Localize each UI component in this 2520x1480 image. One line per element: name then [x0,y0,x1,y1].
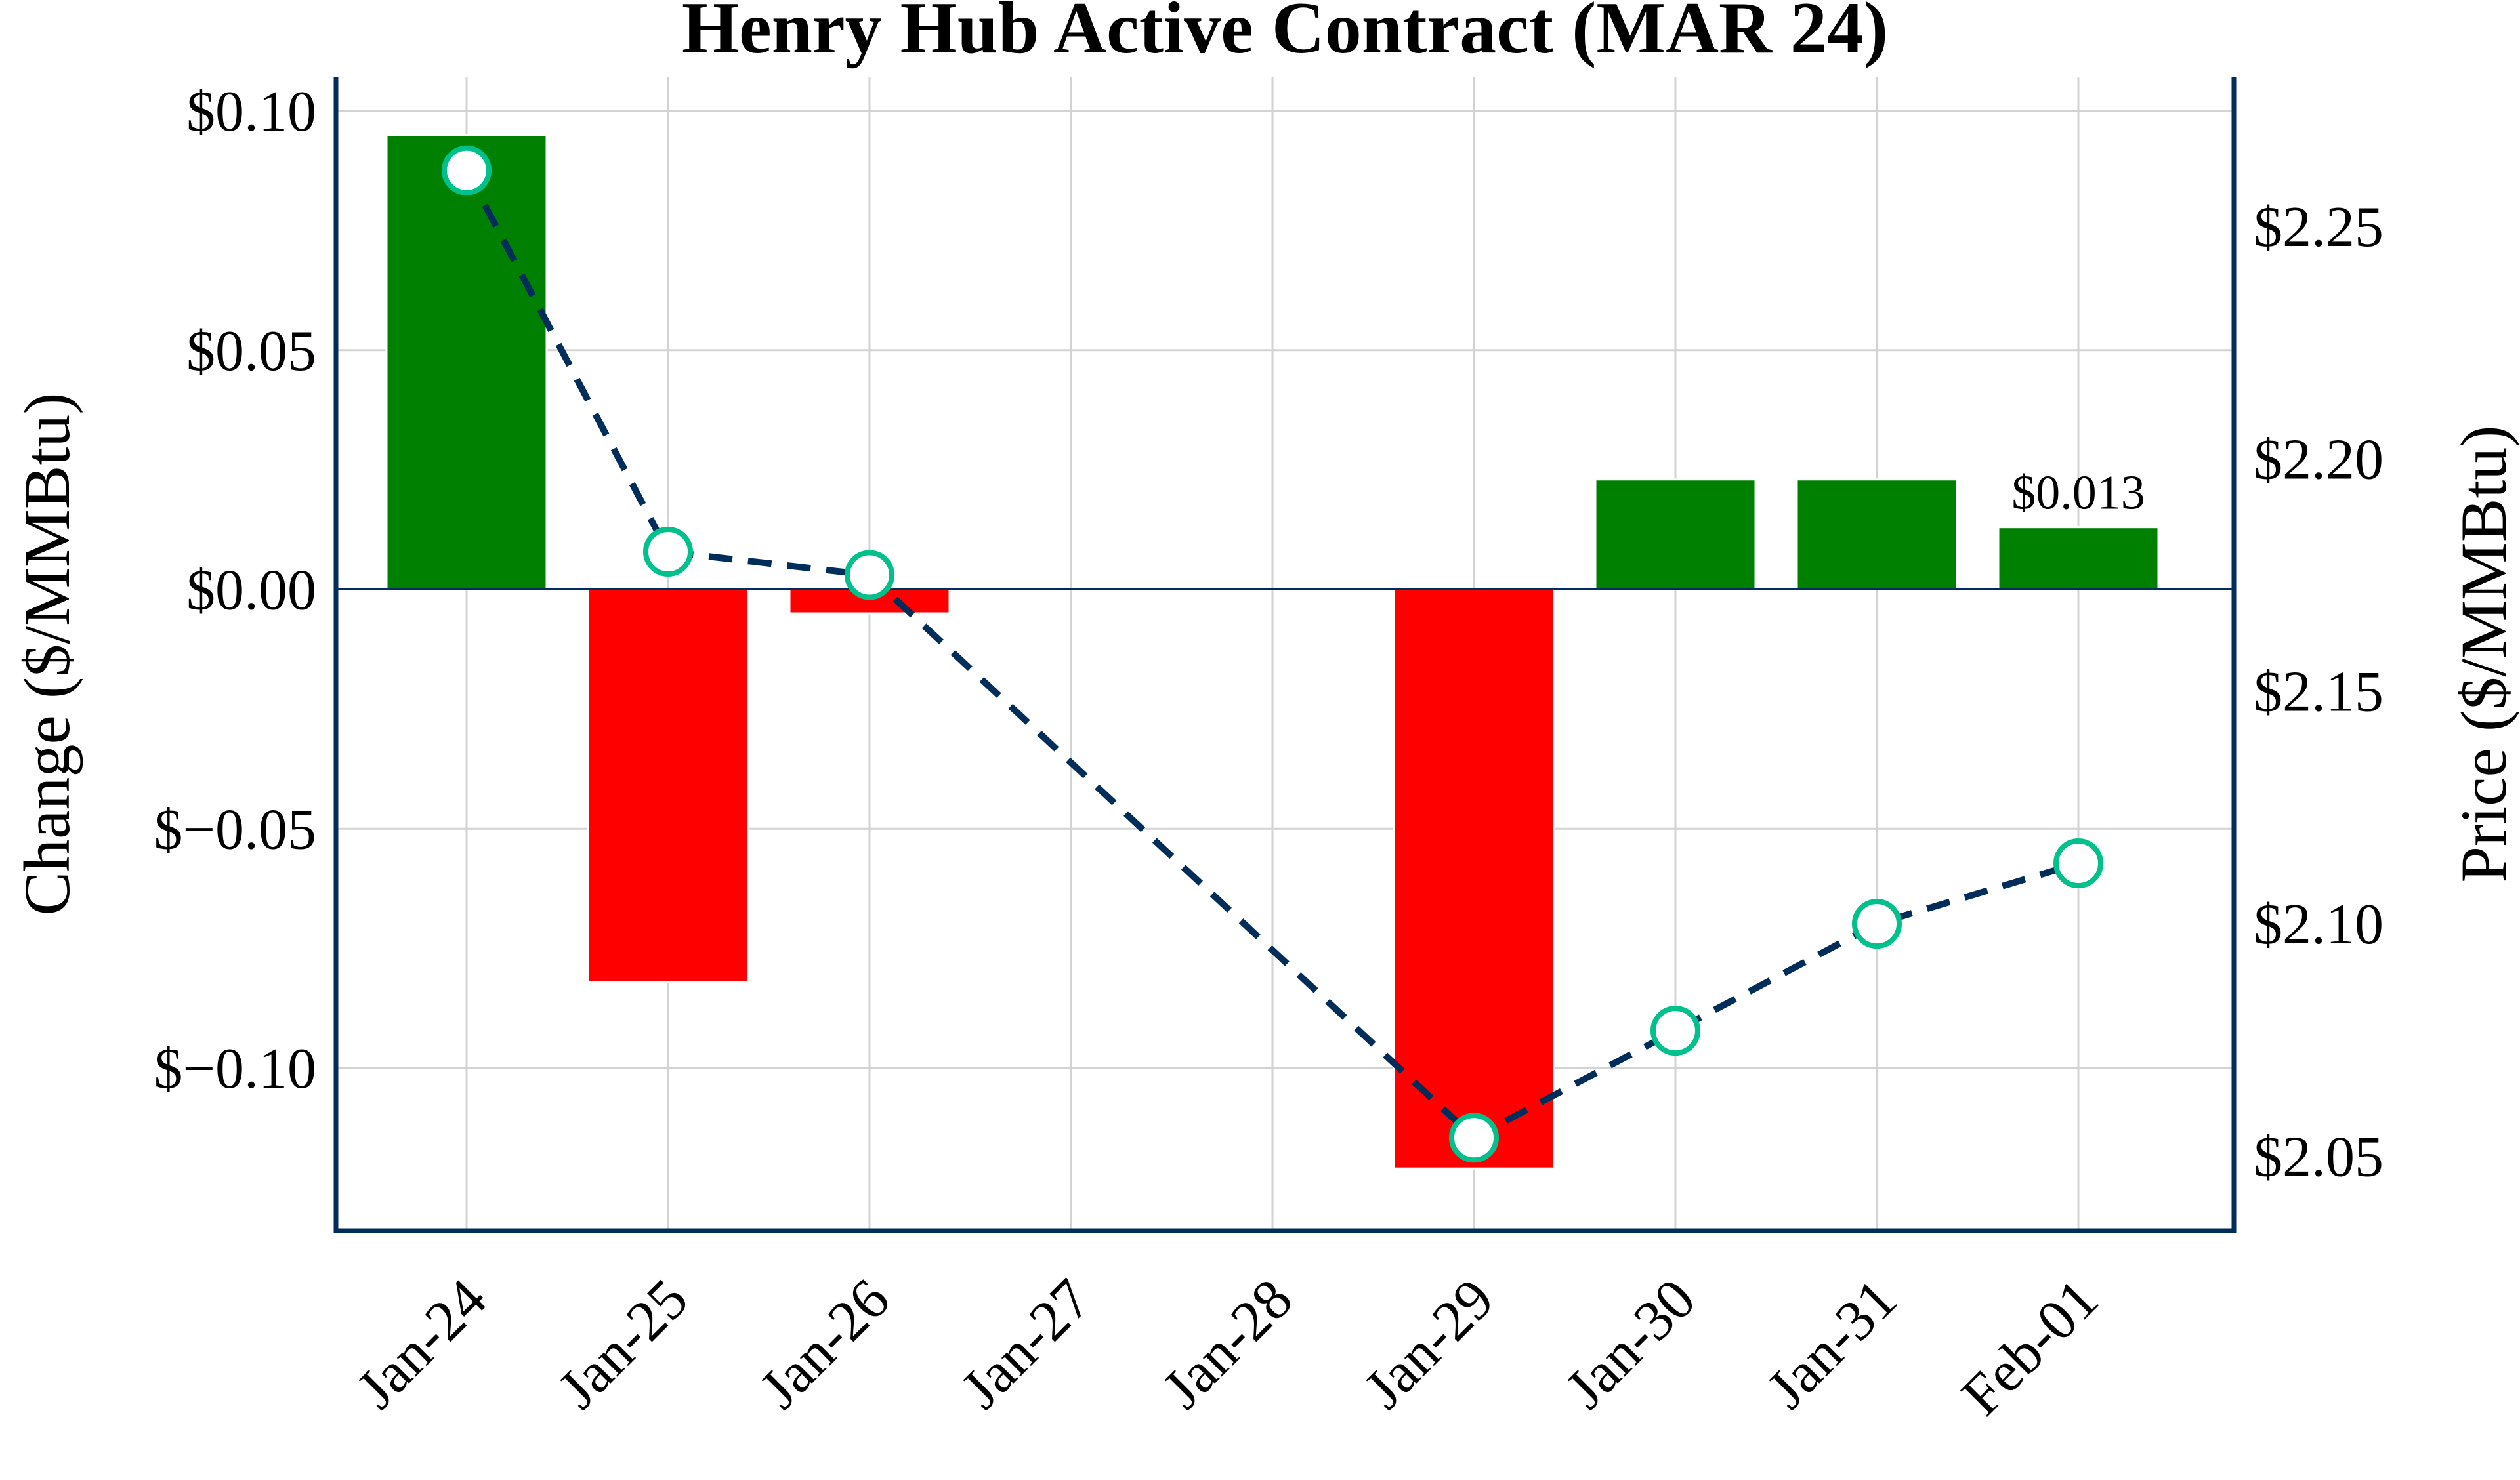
data-label-feb-01: $0.013 [2011,466,2145,520]
left-tick-label: $0.10 [186,80,316,144]
chart-title: Henry Hub Active Contract (MAR 24) [682,0,1888,69]
price-marker-jan-26 [845,550,894,600]
right-tick-label: $2.25 [2254,195,2384,259]
x-tick-label: Jan-29 [1353,1267,1506,1421]
price-marker-feb-01 [2053,838,2103,888]
right-axis-label: Price ($/MMBtu) [2447,425,2520,882]
bar-feb-01 [1997,526,2160,591]
x-tick-label: Jan-24 [345,1267,499,1421]
x-tick-label: Jan-27 [950,1267,1103,1421]
x-tick-label: Jan-26 [748,1267,902,1421]
left-tick-label: $−0.05 [154,798,316,861]
right-tick-label: $2.05 [2254,1126,2384,1189]
bar-jan-25 [587,588,749,983]
price-marker-jan-30 [1650,1006,1700,1056]
x-tick-label: Jan-31 [1755,1267,1909,1421]
left-tick-label: $0.00 [186,559,316,623]
x-tick-label: Jan-25 [547,1267,700,1421]
price-marker-jan-25 [643,527,693,577]
right-tick-label: $2.20 [2254,428,2384,491]
bar-jan-24 [385,134,548,591]
bar-jan-30 [1594,478,1757,591]
left-tick-label: $−0.10 [154,1037,316,1101]
bar-jan-31 [1796,478,1958,591]
bars [385,134,2160,1170]
left-axis-label: Change ($/MMBtu) [10,392,83,915]
x-tick-label: Feb-01 [1950,1267,2110,1428]
bar-jan-26 [788,588,951,615]
bar-jan-29 [1393,588,1555,1170]
price-marker-jan-29 [1449,1113,1499,1163]
x-tick-label: Jan-28 [1151,1267,1305,1421]
x-tick-label: Jan-30 [1554,1267,1708,1421]
right-tick-label: $2.10 [2254,893,2384,956]
price-marker-jan-24 [442,145,492,195]
right-tick-label: $2.15 [2254,661,2384,724]
left-tick-label: $0.05 [186,319,316,383]
price-marker-jan-31 [1852,899,1902,949]
price-line [442,145,2103,1163]
